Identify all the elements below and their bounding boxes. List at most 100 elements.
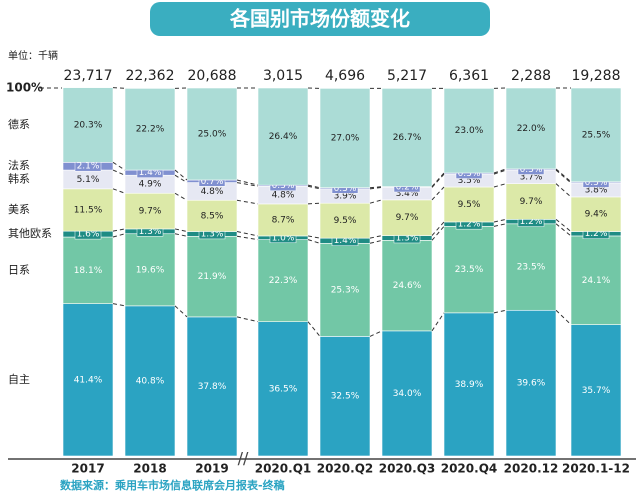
total-label: 20,688: [188, 68, 237, 84]
data-label: 19.6%: [136, 265, 165, 275]
bar-segment: [319, 88, 371, 189]
data-label: 3.4%: [396, 189, 419, 199]
data-label: 2.1%: [77, 162, 100, 172]
total-label: 23,717: [64, 68, 113, 84]
data-label: 25.5%: [582, 130, 611, 140]
bar-segment: [186, 87, 238, 181]
data-label: 11.5%: [74, 205, 103, 215]
legend-label: 法系: [8, 158, 30, 172]
bar-segment: [381, 199, 433, 236]
connector: [431, 172, 445, 187]
total-label: 6,361: [449, 68, 489, 84]
x-tick-label: 2020.Q3: [379, 462, 436, 476]
bar-segment: [443, 88, 495, 174]
connector: [307, 184, 321, 189]
data-label: 9.5%: [458, 200, 481, 210]
bar-segment: [570, 87, 622, 183]
data-label: 8.7%: [272, 215, 295, 225]
axis-break: //: [238, 449, 249, 468]
bar-segment: [570, 324, 622, 457]
connector: [369, 199, 383, 204]
bar-segment: [443, 312, 495, 457]
data-label: 38.9%: [455, 380, 484, 390]
connector: [236, 179, 259, 186]
connector: [555, 169, 572, 184]
data-label: 24.6%: [393, 281, 422, 291]
bar-segment: [319, 242, 371, 337]
data-label: 26.7%: [393, 133, 422, 143]
connector: [174, 228, 188, 233]
connector: [236, 316, 259, 323]
data-label: 3.5%: [458, 176, 481, 186]
connector: [493, 168, 507, 174]
connector: [174, 192, 188, 201]
data-label: 23.0%: [455, 126, 484, 136]
bar-segment: [62, 236, 114, 304]
connector: [431, 173, 445, 188]
connector: [369, 330, 383, 337]
connector: [307, 202, 321, 205]
data-label: 0.7%: [201, 177, 224, 187]
data-label: 25.3%: [331, 285, 360, 295]
connector: [236, 199, 259, 205]
data-label: 1.3%: [139, 227, 162, 237]
legend-label: 日系: [8, 263, 30, 276]
data-label: 4.9%: [139, 180, 162, 190]
bar-segment: [443, 226, 495, 314]
data-label: 0.3%: [272, 181, 295, 191]
bar-segment: [505, 223, 557, 311]
data-label: 0.3%: [585, 178, 608, 188]
connector: [112, 87, 126, 89]
connector: [112, 169, 126, 176]
connector: [112, 228, 126, 232]
legend-label: 美系: [8, 203, 30, 216]
data-label: 4.8%: [272, 191, 295, 201]
bar-segment: [319, 202, 371, 239]
data-label: 3.8%: [585, 185, 608, 195]
data-label: 1.4%: [139, 168, 162, 178]
bar-segment: [124, 305, 176, 457]
connector: [174, 174, 188, 184]
connector: [307, 235, 321, 239]
bar-segment: [62, 188, 114, 232]
connector: [112, 233, 126, 238]
legend-label: 其他欧系: [8, 227, 52, 240]
data-label: 1.2%: [520, 217, 543, 227]
bar-segment: [257, 203, 309, 237]
connector: [431, 312, 445, 332]
bar-segment: [505, 87, 557, 170]
total-label: 4,696: [325, 68, 365, 84]
data-label: 0.3%: [334, 184, 357, 194]
data-label: 9.4%: [585, 210, 608, 220]
x-tick-label: 2020.Q2: [317, 462, 374, 476]
connector: [431, 186, 445, 201]
connector: [112, 161, 126, 171]
data-label: 25.0%: [198, 130, 227, 140]
data-label: 22.3%: [269, 276, 298, 286]
data-label: 4.8%: [201, 187, 224, 197]
data-label: 18.1%: [74, 266, 103, 276]
connector: [555, 183, 572, 198]
data-label: 0.3%: [520, 165, 543, 175]
legend-label: 德系: [8, 117, 30, 131]
bar-segment: [62, 87, 114, 163]
x-tick-label: 2020.12: [504, 462, 559, 476]
data-label: 5.1%: [77, 175, 100, 185]
connector: [431, 221, 445, 236]
total-label: 5,217: [387, 68, 427, 84]
data-label: 9.7%: [139, 207, 162, 217]
connector: [236, 235, 259, 241]
data-label: 3.9%: [334, 192, 357, 202]
bar-segment: [570, 235, 622, 325]
bar-segment: [257, 321, 309, 457]
connector: [174, 233, 188, 237]
data-label: 1.4%: [334, 236, 357, 246]
data-label: 0.2%: [396, 182, 419, 192]
data-label: 23.5%: [455, 265, 484, 275]
data-label: 1.3%: [396, 233, 419, 243]
bar-segment: [505, 309, 557, 457]
data-label: 1.6%: [77, 230, 100, 240]
connector: [493, 183, 507, 188]
data-label: 1.3%: [201, 229, 224, 239]
total-label: 2,288: [511, 68, 551, 84]
